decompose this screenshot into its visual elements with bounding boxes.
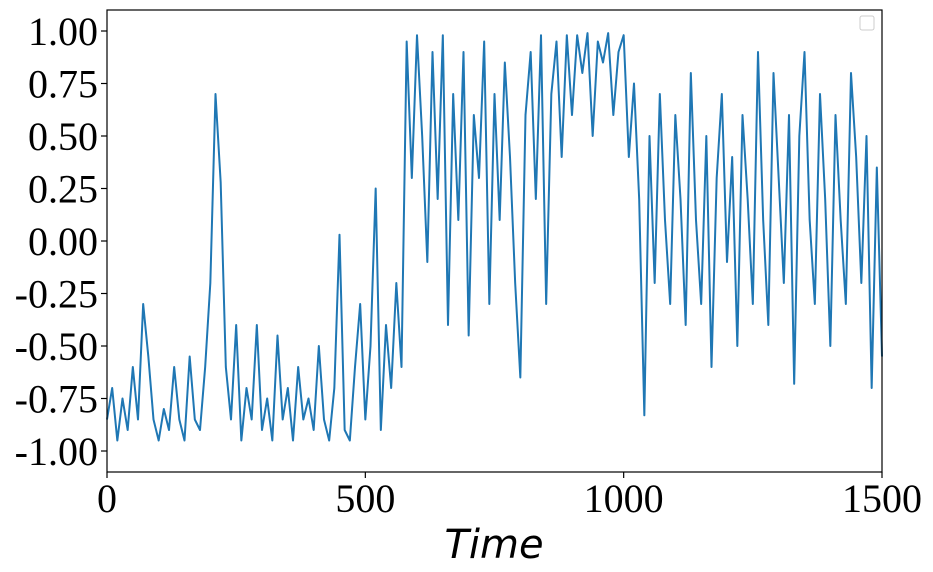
y-tick-label: -0.25 [15,272,98,317]
x-tick-label: 500 [335,476,395,521]
y-tick-label: 0.25 [28,167,98,212]
y-tick-label: 1.00 [28,9,98,54]
y-tick-label: -0.50 [15,324,98,369]
x-tick-label: 1000 [584,476,664,521]
y-tick-label: 0.75 [28,62,98,107]
x-tick-label: 0 [97,476,117,521]
x-tick-label: 1500 [842,476,922,521]
plot-area [106,32,883,442]
y-tick-label: -1.00 [15,429,98,474]
y-tick-label: 0.50 [28,114,98,159]
y-tick-label: -0.75 [15,377,98,422]
y-tick-label: 0.00 [28,219,98,264]
legend [859,15,875,31]
x-axis-label: Time [444,522,543,568]
data-line [106,32,883,442]
